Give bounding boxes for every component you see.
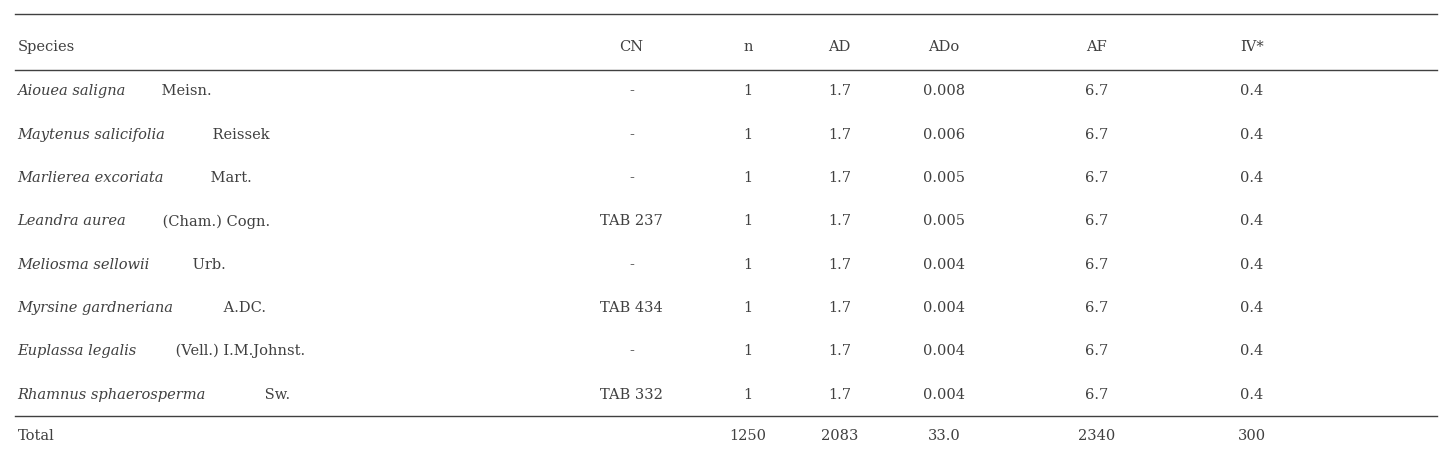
Text: Myrsine gardneriana: Myrsine gardneriana: [17, 301, 173, 315]
Text: Maytenus salicifolia: Maytenus salicifolia: [17, 128, 166, 142]
Text: -: -: [629, 128, 635, 142]
Text: Reissek: Reissek: [208, 128, 270, 142]
Text: -: -: [629, 85, 635, 99]
Text: Meliosma sellowii: Meliosma sellowii: [17, 258, 150, 272]
Text: 1: 1: [743, 387, 752, 401]
Text: 0.4: 0.4: [1240, 214, 1263, 228]
Text: A.DC.: A.DC.: [219, 301, 266, 315]
Text: 1: 1: [743, 85, 752, 99]
Text: 6.7: 6.7: [1085, 258, 1108, 272]
Text: (Cham.) Cogn.: (Cham.) Cogn.: [158, 214, 270, 229]
Text: 0.008: 0.008: [922, 85, 966, 99]
Text: 1.7: 1.7: [828, 128, 851, 142]
Text: (Vell.) I.M.Johnst.: (Vell.) I.M.Johnst.: [171, 344, 305, 359]
Text: Mart.: Mart.: [206, 171, 253, 185]
Text: -: -: [629, 258, 635, 272]
Text: 0.4: 0.4: [1240, 344, 1263, 358]
Text: -: -: [629, 171, 635, 185]
Text: 1.7: 1.7: [828, 387, 851, 401]
Text: 0.004: 0.004: [923, 387, 964, 401]
Text: 0.4: 0.4: [1240, 258, 1263, 272]
Text: 1.7: 1.7: [828, 258, 851, 272]
Text: 2340: 2340: [1077, 428, 1115, 443]
Text: Species: Species: [17, 40, 74, 54]
Text: TAB 332: TAB 332: [600, 387, 664, 401]
Text: ADo: ADo: [928, 40, 960, 54]
Text: 1: 1: [743, 301, 752, 315]
Text: 1: 1: [743, 128, 752, 142]
Text: 0.005: 0.005: [923, 214, 964, 228]
Text: n: n: [743, 40, 752, 54]
Text: 6.7: 6.7: [1085, 301, 1108, 315]
Text: Rhamnus sphaerosperma: Rhamnus sphaerosperma: [17, 387, 206, 401]
Text: -: -: [629, 344, 635, 358]
Text: 1: 1: [743, 214, 752, 228]
Text: 6.7: 6.7: [1085, 128, 1108, 142]
Text: 1.7: 1.7: [828, 344, 851, 358]
Text: 1: 1: [743, 344, 752, 358]
Text: 0.4: 0.4: [1240, 171, 1263, 185]
Text: 6.7: 6.7: [1085, 85, 1108, 99]
Text: Aiouea saligna: Aiouea saligna: [17, 85, 126, 99]
Text: 0.005: 0.005: [923, 171, 964, 185]
Text: Leandra aurea: Leandra aurea: [17, 214, 126, 228]
Text: 0.4: 0.4: [1240, 301, 1263, 315]
Text: 2083: 2083: [820, 428, 858, 443]
Text: Total: Total: [17, 428, 54, 443]
Text: 6.7: 6.7: [1085, 344, 1108, 358]
Text: 33.0: 33.0: [928, 428, 960, 443]
Text: 0.004: 0.004: [923, 344, 964, 358]
Text: TAB 434: TAB 434: [600, 301, 664, 315]
Text: 0.006: 0.006: [922, 128, 966, 142]
Text: TAB 237: TAB 237: [600, 214, 664, 228]
Text: 300: 300: [1237, 428, 1266, 443]
Text: 6.7: 6.7: [1085, 214, 1108, 228]
Text: Euplassa legalis: Euplassa legalis: [17, 344, 136, 358]
Text: 0.004: 0.004: [923, 301, 964, 315]
Text: AD: AD: [828, 40, 851, 54]
Text: 0.4: 0.4: [1240, 85, 1263, 99]
Text: 0.4: 0.4: [1240, 387, 1263, 401]
Text: Meisn.: Meisn.: [157, 85, 212, 99]
Text: 0.004: 0.004: [923, 258, 964, 272]
Text: Sw.: Sw.: [260, 387, 290, 401]
Text: Urb.: Urb.: [189, 258, 227, 272]
Text: 1.7: 1.7: [828, 301, 851, 315]
Text: AF: AF: [1086, 40, 1106, 54]
Text: 0.4: 0.4: [1240, 128, 1263, 142]
Text: CN: CN: [620, 40, 643, 54]
Text: Marlierea excoriata: Marlierea excoriata: [17, 171, 164, 185]
Text: 1: 1: [743, 258, 752, 272]
Text: 6.7: 6.7: [1085, 387, 1108, 401]
Text: 1: 1: [743, 171, 752, 185]
Text: 1250: 1250: [729, 428, 767, 443]
Text: 1.7: 1.7: [828, 85, 851, 99]
Text: 1.7: 1.7: [828, 171, 851, 185]
Text: IV*: IV*: [1240, 40, 1263, 54]
Text: 1.7: 1.7: [828, 214, 851, 228]
Text: 6.7: 6.7: [1085, 171, 1108, 185]
